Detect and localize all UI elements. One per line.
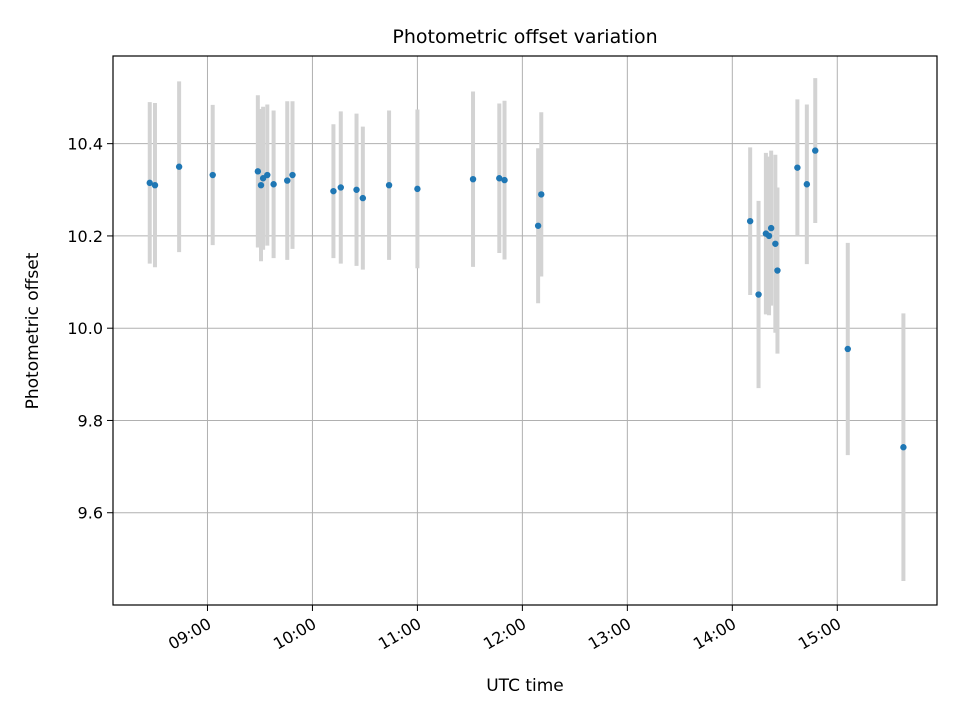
data-point [151,181,159,189]
data-point [359,194,367,202]
data-point [284,177,291,184]
x-axis-label: UTC time [486,676,564,696]
y-tick-label: 9.8 [78,411,103,430]
data-point [353,186,360,193]
y-axis-label: Photometric offset [23,252,43,409]
plot-frame [112,55,938,606]
y-tick-label: 9.6 [78,504,103,523]
data-point [794,164,801,171]
data-point [270,181,277,188]
data-point [330,187,337,195]
data-point [755,291,762,298]
data-point [534,222,542,229]
data-point [414,185,421,193]
data-point [746,217,754,225]
data-points [146,147,907,451]
data-point [254,168,262,175]
data-point [538,191,545,198]
data-point [337,184,344,191]
data-point [803,181,811,188]
data-point [496,175,503,182]
data-point [146,179,153,187]
data-point [385,181,393,189]
y-tick-label: 10.0 [67,319,103,338]
data-point [209,171,216,179]
data-point [765,232,773,240]
data-point [264,171,271,179]
data-point [844,345,851,353]
data-point [257,181,265,189]
data-point [501,176,508,184]
y-tick-label: 10.2 [67,227,103,246]
data-point [767,224,775,232]
data-point [812,147,819,154]
data-point [900,444,907,451]
data-point [774,267,781,274]
data-point [175,163,183,170]
data-point [469,175,477,183]
y-axis-ticks: 9.6 9.8 10.0 10.2 10.4 [67,135,113,523]
y-tick-label: 10.4 [67,135,103,154]
data-point [289,171,296,179]
chart-title: Photometric offset variation [392,26,657,48]
data-point [772,240,779,247]
